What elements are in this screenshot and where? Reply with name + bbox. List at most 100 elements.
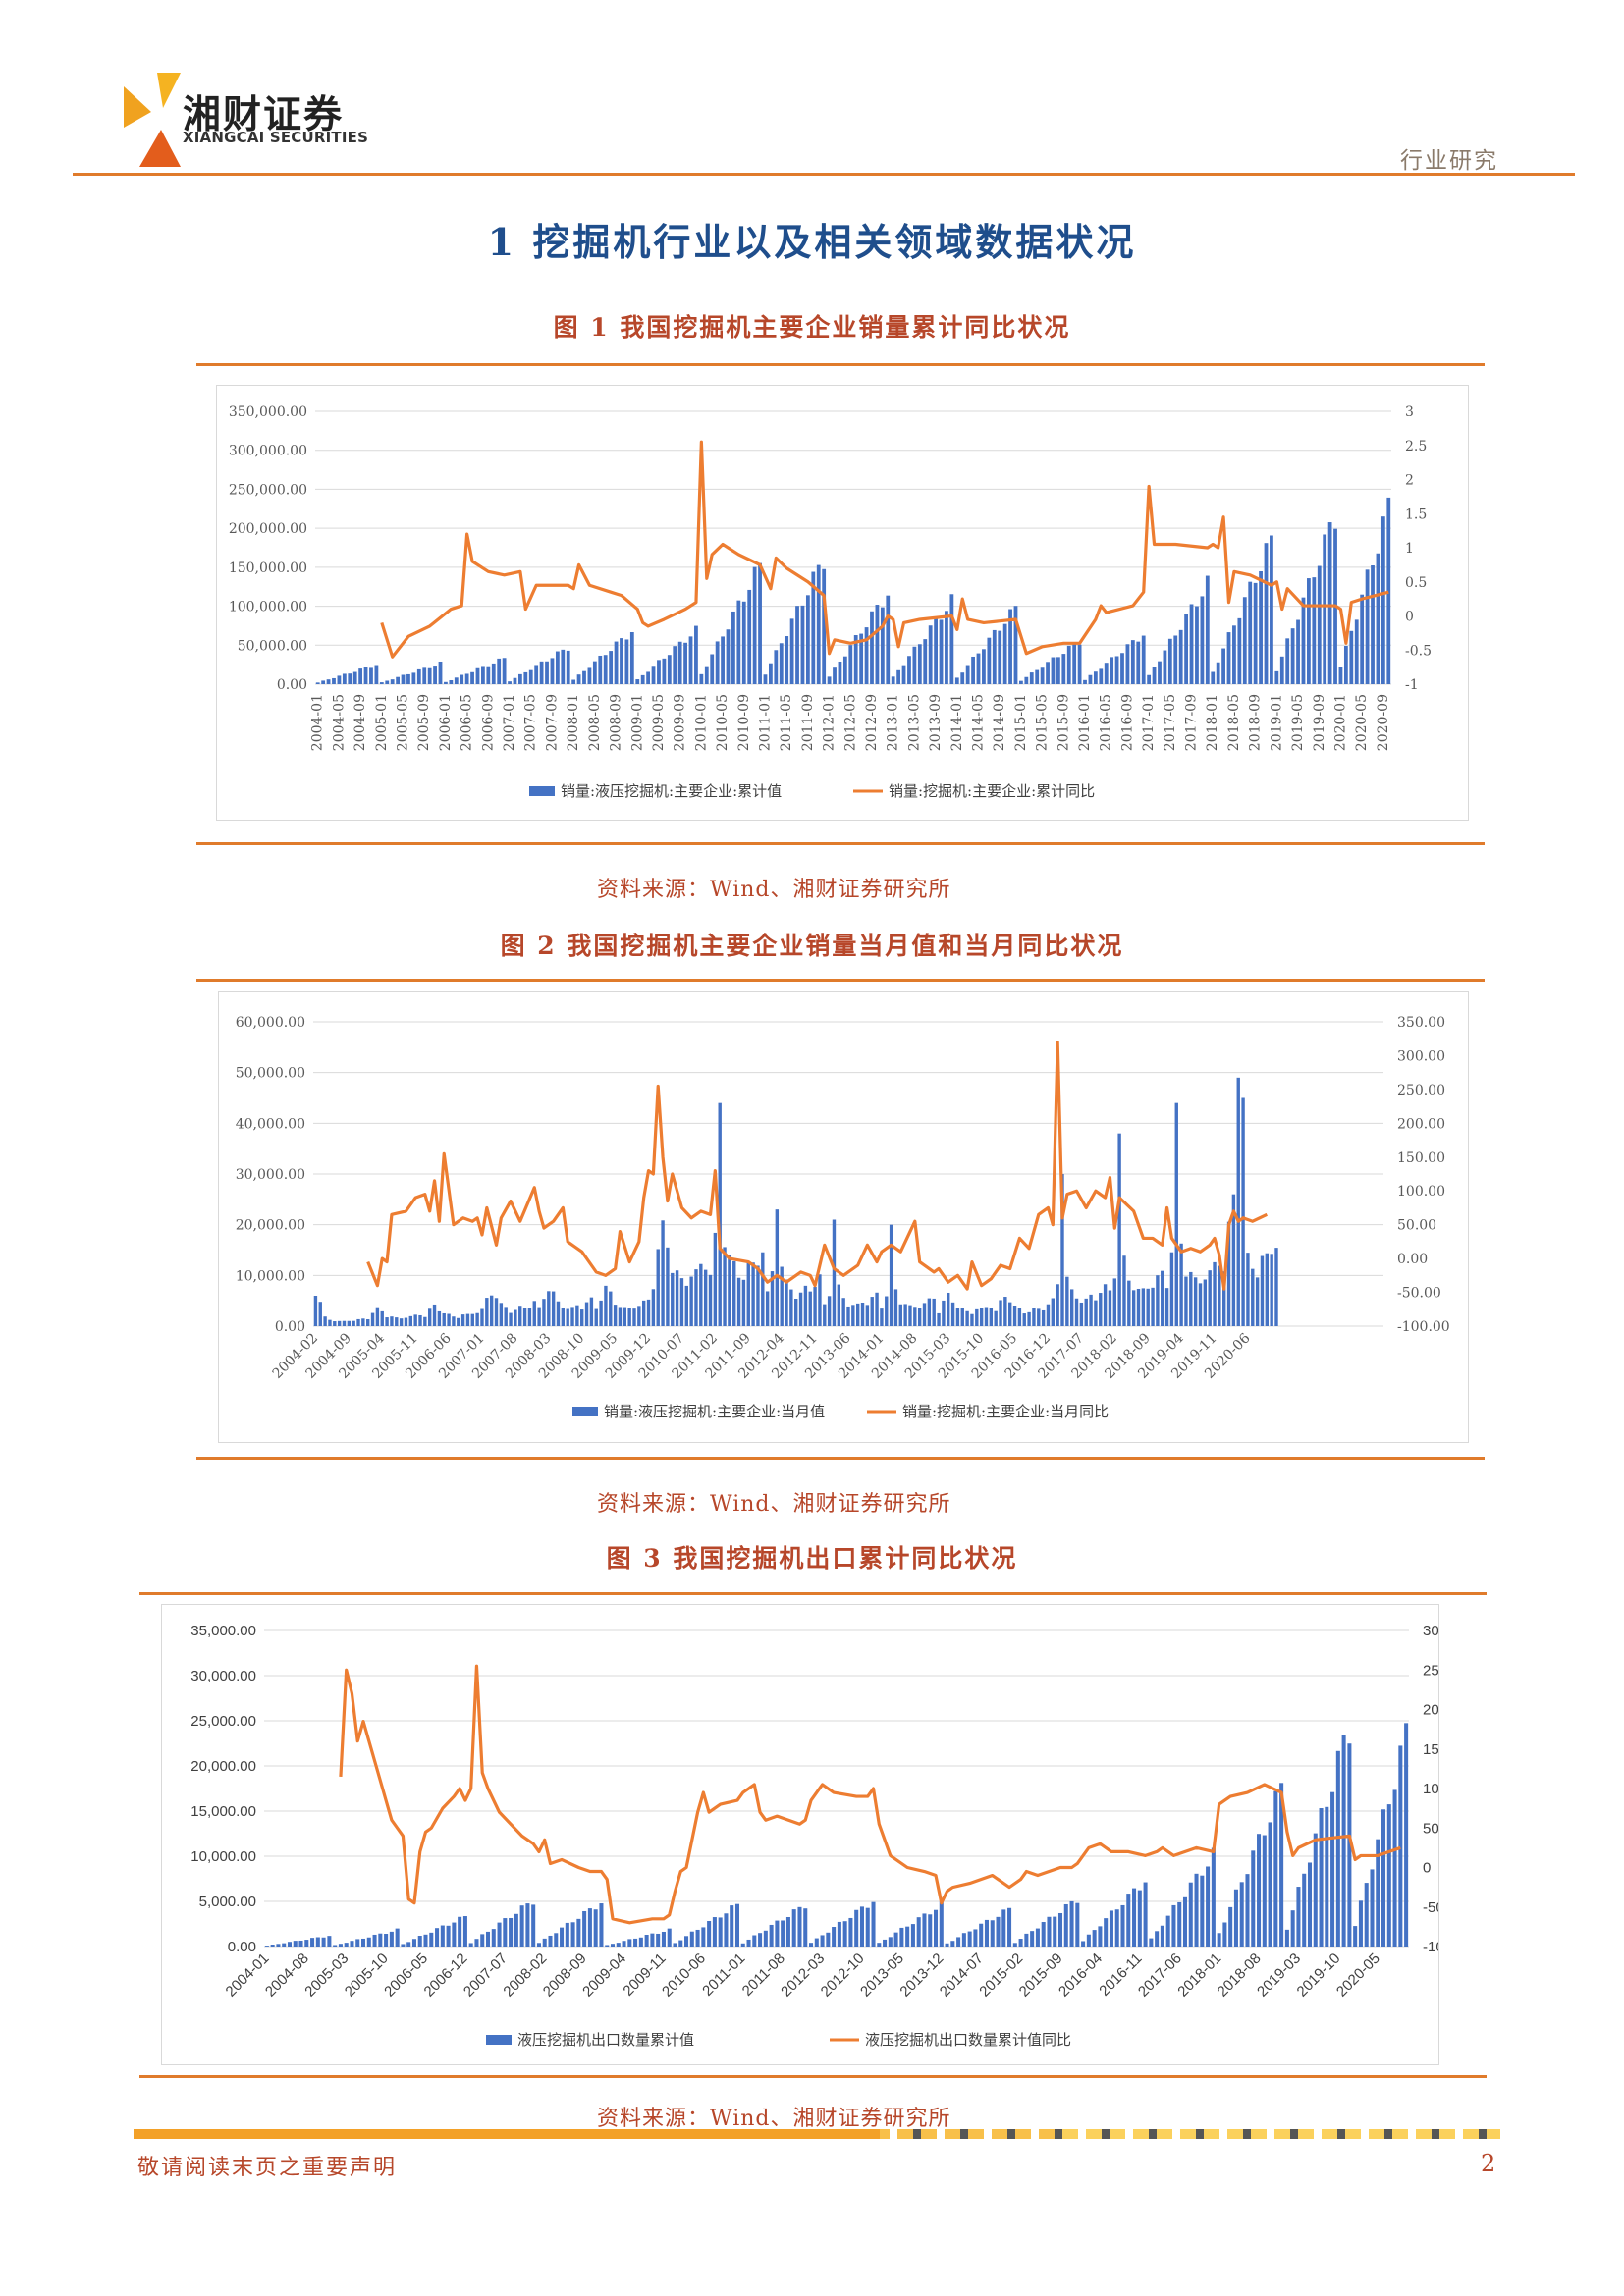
bar	[497, 658, 502, 684]
bar	[638, 1937, 643, 1947]
bar	[1189, 604, 1194, 684]
bar	[315, 1937, 320, 1947]
bar	[1056, 657, 1060, 684]
bar	[1022, 1313, 1026, 1326]
bar	[390, 679, 395, 684]
bar	[427, 1308, 432, 1326]
bar	[624, 639, 629, 684]
bar	[715, 641, 720, 684]
figure-1-svg: 0.00 50,000.00 100,000.00 150,000.00 200,000…	[229, 404, 1432, 800]
bar	[752, 566, 757, 684]
bar	[298, 1940, 303, 1947]
bar	[610, 1944, 616, 1947]
bar	[871, 1901, 876, 1947]
bar	[774, 650, 779, 684]
bar	[1189, 1271, 1193, 1326]
y-right-tick-label: 300	[1423, 1623, 1438, 1639]
series-line	[366, 1041, 1268, 1291]
bar	[800, 605, 805, 684]
bar	[470, 1313, 474, 1326]
bar	[352, 671, 357, 684]
y-right-tick-label: 50.00	[1397, 1218, 1436, 1234]
bar	[651, 1289, 656, 1326]
footer-bar-tick	[1196, 2129, 1204, 2139]
bar	[1221, 648, 1225, 684]
figure-2-chart: 0.00 10,000.00 20,000.00 30,000.00 40,000.00…	[218, 991, 1469, 1443]
bar	[870, 611, 874, 684]
bar	[934, 617, 938, 684]
bar	[537, 1307, 541, 1326]
bar	[837, 1284, 841, 1326]
bar	[1032, 1308, 1036, 1326]
bar	[650, 1933, 655, 1947]
bar	[1120, 653, 1124, 684]
footer-bar-tick	[1078, 2129, 1086, 2139]
bar	[1065, 1276, 1069, 1326]
bar	[695, 1929, 700, 1947]
x-tick-label: 2012-05	[842, 694, 858, 751]
bar	[1226, 1221, 1231, 1326]
bar	[809, 1943, 814, 1947]
x-tick-label: 2010-01	[693, 694, 709, 751]
bar	[954, 677, 959, 684]
bar	[785, 1279, 788, 1326]
bar	[827, 676, 832, 684]
bar	[779, 643, 784, 684]
bar	[1018, 1939, 1023, 1947]
bar	[587, 667, 592, 684]
bar	[548, 1935, 553, 1947]
x-tick-label: 2016-04	[1056, 1950, 1106, 2001]
bar	[1200, 596, 1205, 684]
bar	[1141, 1288, 1146, 1326]
bar	[435, 1928, 440, 1947]
series-line	[380, 440, 1389, 659]
bar	[671, 1272, 675, 1326]
bar	[1074, 1298, 1079, 1326]
bar	[620, 638, 623, 684]
logo-mark-bottom	[139, 130, 181, 167]
bar	[688, 636, 693, 684]
x-tick-label: 2020-09	[1376, 694, 1391, 751]
bar	[1317, 565, 1322, 684]
bar	[338, 1944, 343, 1947]
bar	[937, 1312, 941, 1326]
bar	[678, 1940, 683, 1947]
bar	[803, 1908, 808, 1947]
y-left-tick-label: 30,000.00	[190, 1668, 256, 1684]
bar	[987, 637, 992, 684]
x-tick-label: 2019-10	[1294, 1950, 1344, 2001]
bar	[923, 639, 928, 684]
bar	[1013, 606, 1018, 684]
bar	[865, 1305, 870, 1326]
bar	[304, 1940, 309, 1947]
bar	[736, 1277, 741, 1326]
bar	[413, 1314, 417, 1326]
bar	[418, 1314, 422, 1326]
bar	[990, 1920, 995, 1947]
x-tick-label: 2014-09	[992, 694, 1007, 751]
bar	[864, 627, 869, 684]
bar	[808, 1291, 812, 1326]
bar	[1213, 1261, 1217, 1326]
legend-bar-label: 销量:液压挖掘机:主要企业:累计值	[561, 782, 782, 800]
bar	[1274, 1248, 1278, 1326]
legend-bar-swatch	[529, 786, 555, 796]
y-right-tick-label: -100	[1423, 1939, 1438, 1955]
bar	[1127, 1280, 1131, 1326]
bar	[721, 636, 725, 684]
x-tick-label: 2005-09	[416, 694, 432, 751]
bar	[1171, 1904, 1176, 1947]
footer-bar-ticks	[890, 2129, 1487, 2139]
bar	[447, 1313, 451, 1326]
bar	[880, 1308, 884, 1326]
bar	[822, 568, 827, 684]
bar	[276, 1944, 281, 1947]
y-left-tick-label: 350,000.00	[229, 404, 307, 420]
bar	[1242, 597, 1247, 684]
bar	[566, 1308, 569, 1326]
bar	[1290, 1910, 1295, 1947]
bar	[1343, 646, 1348, 684]
bar	[689, 1276, 693, 1326]
bar	[1003, 1297, 1007, 1326]
bar	[728, 1255, 731, 1326]
